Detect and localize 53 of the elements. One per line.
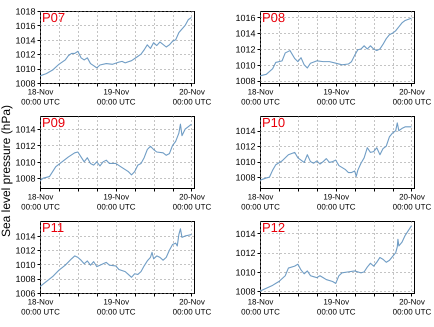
chart-title: P08 — [262, 10, 286, 25]
y-tick-label: 1014 — [15, 231, 36, 242]
y-tick-label: 1016 — [15, 20, 36, 31]
y-axis-title: Sea level pressure (hPa) — [0, 104, 13, 238]
x-tick-label: 18-Nov 00:00 UTC — [241, 298, 280, 316]
x-tick-label: 20-Nov 00:00 UTC — [172, 88, 212, 106]
y-tick-label: 1008 — [235, 76, 256, 86]
x-tick-label: 19-Nov 00:00 UTC — [96, 298, 136, 316]
chart-title: P10 — [262, 115, 286, 130]
y-tick-label: 1010 — [235, 60, 256, 70]
x-tick-label: 19-Nov 00:00 UTC — [96, 88, 136, 106]
y-tick-label: 1014 — [15, 124, 36, 135]
x-tick-label: 18-Nov 00:00 UTC — [21, 88, 60, 106]
y-tick-label: 1012 — [235, 44, 256, 54]
x-tick-label: 18-Nov 00:00 UTC — [21, 298, 60, 316]
y-tick-label: 1018 — [15, 6, 36, 16]
y-tick-label: 1008 — [15, 174, 36, 184]
y-tick-label: 1008 — [235, 172, 256, 183]
x-tick-label: 20-Nov 00:00 UTC — [172, 298, 212, 316]
y-tick-label: 1006 — [15, 288, 36, 298]
y-tick-label: 1014 — [235, 28, 256, 39]
y-tick-label: 1008 — [235, 286, 256, 297]
x-tick-label: 20-Nov 00:00 UTC — [392, 192, 432, 212]
x-tick-label: 18-Nov 00:00 UTC — [241, 192, 280, 212]
y-tick-label: 1012 — [15, 140, 36, 151]
y-tick-label: 1010 — [235, 267, 256, 278]
y-tick-label: 1014 — [235, 126, 256, 136]
chart-title: P07 — [42, 10, 66, 25]
y-tick-label: 1014 — [235, 228, 256, 239]
x-tick-label: 18-Nov 00:00 UTC — [21, 192, 60, 212]
x-tick-label: 18-Nov 00:00 UTC — [241, 88, 280, 106]
y-tick-label: 1010 — [15, 260, 36, 270]
x-tick-label: 19-Nov 00:00 UTC — [96, 192, 136, 212]
y-tick-label: 1014 — [15, 35, 36, 46]
y-tick-label: 1012 — [235, 248, 256, 258]
x-tick-label: 19-Nov 00:00 UTC — [316, 192, 356, 212]
y-tick-label: 1008 — [15, 78, 36, 88]
x-tick-label: 19-Nov 00:00 UTC — [316, 88, 356, 106]
y-tick-label: 1010 — [235, 157, 256, 168]
x-tick-label: 20-Nov 00:00 UTC — [172, 192, 212, 212]
y-tick-label: 1016 — [235, 12, 256, 23]
y-tick-label: 1010 — [15, 157, 36, 168]
x-tick-label: 19-Nov 00:00 UTC — [316, 298, 356, 316]
y-tick-label: 1010 — [15, 64, 36, 74]
chart-title: P11 — [42, 220, 64, 235]
y-tick-label: 1008 — [15, 274, 36, 284]
x-tick-label: 20-Nov 00:00 UTC — [392, 88, 432, 106]
x-tick-label: 20-Nov 00:00 UTC — [392, 298, 432, 316]
y-tick-label: 1012 — [235, 142, 256, 152]
chart-title: P12 — [262, 220, 286, 235]
y-tick-label: 1012 — [15, 246, 36, 256]
chart-title: P09 — [42, 115, 66, 130]
y-tick-label: 1012 — [15, 50, 36, 60]
